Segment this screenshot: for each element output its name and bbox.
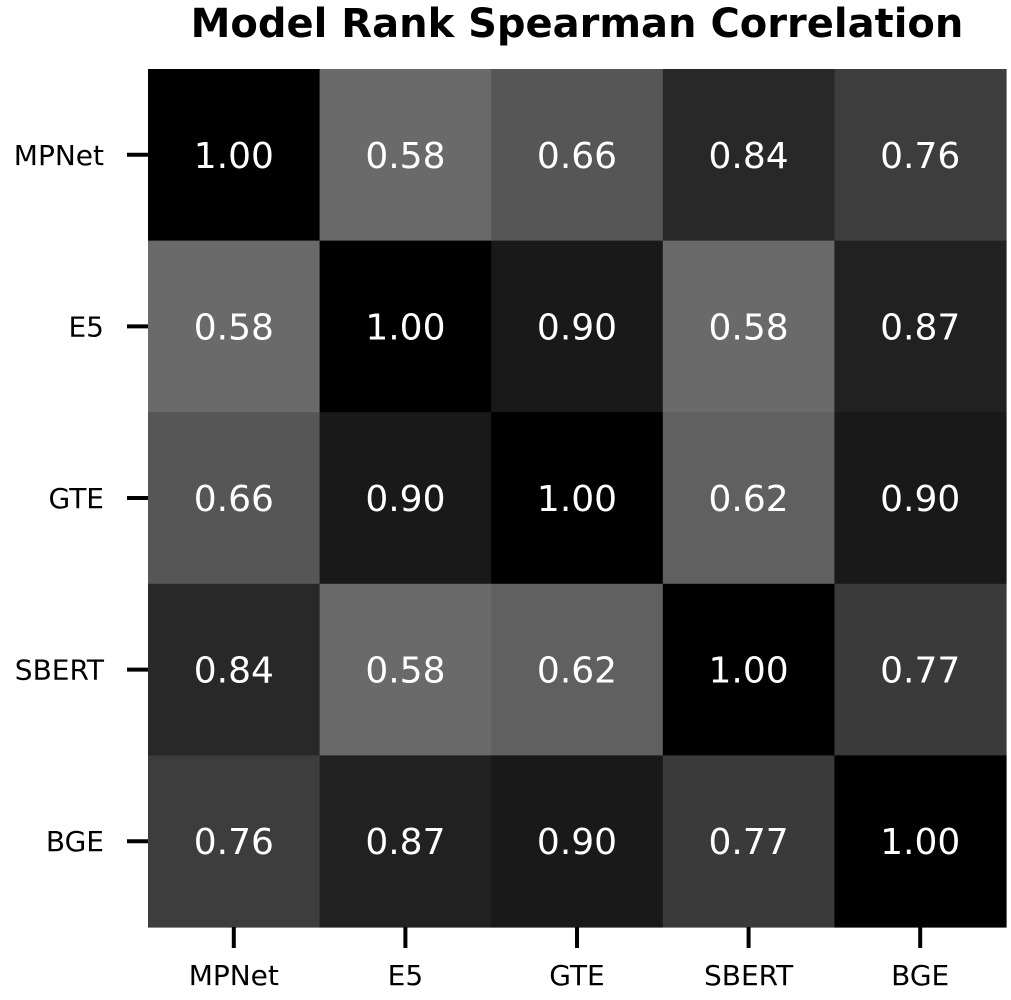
- heatmap-cell-sbert-sbert: [662, 583, 835, 756]
- x-axis: MPNet E5 GTE SBERT BGE: [189, 927, 949, 992]
- heatmap-cell-bge-mpnet: [148, 755, 321, 928]
- x-tick-label: E5: [388, 959, 424, 992]
- cell-value-label: 0.58: [709, 307, 789, 348]
- heatmap-cell-bge-gte: [491, 755, 664, 928]
- x-tick-label: MPNet: [189, 959, 279, 992]
- x-tick-label: BGE: [891, 959, 949, 992]
- x-tick-label: SBERT: [704, 959, 794, 992]
- cell-value-label: 0.90: [365, 479, 445, 520]
- heatmap-cell-sbert-mpnet: [148, 583, 321, 756]
- cell-value-label: 0.76: [194, 822, 274, 863]
- heatmap-cell-bge-bge: [834, 755, 1007, 928]
- cell-value-label: 0.90: [537, 307, 617, 348]
- heatmap-cell-gte-bge: [834, 412, 1007, 585]
- y-tick-label: E5: [68, 310, 104, 343]
- heatmap-cell-bge-e5: [319, 755, 492, 928]
- heatmap-cell-e5-gte: [491, 240, 664, 413]
- cell-value-label: 0.76: [880, 136, 960, 177]
- cell-value-label: 0.66: [194, 479, 274, 520]
- cell-value-label: 1.00: [365, 307, 445, 348]
- heatmap-cell-e5-sbert: [662, 240, 835, 413]
- heatmap-cell-sbert-gte: [491, 583, 664, 756]
- cell-value-label: 1.00: [880, 822, 960, 863]
- heatmap-cell-e5-bge: [834, 240, 1007, 413]
- heatmap-cell-mpnet-mpnet: [148, 69, 321, 242]
- cell-value-label: 0.58: [365, 136, 445, 177]
- heatmap-cell-gte-e5: [319, 412, 492, 585]
- cell-value-label: 0.84: [709, 136, 789, 177]
- heatmap-cell-mpnet-sbert: [662, 69, 835, 242]
- cell-value-label: 1.00: [194, 136, 274, 177]
- heatmap-cell-mpnet-gte: [491, 69, 664, 242]
- cell-value-label: 0.87: [880, 307, 960, 348]
- cell-value-label: 0.90: [880, 479, 960, 520]
- heatmap-cell-mpnet-bge: [834, 69, 1007, 242]
- cell-value-label: 0.62: [537, 651, 617, 692]
- heatmap-cell-gte-mpnet: [148, 412, 321, 585]
- y-tick-label: GTE: [49, 482, 105, 515]
- cell-value-label: 0.77: [880, 651, 960, 692]
- heatmap-cell-bge-sbert: [662, 755, 835, 928]
- cell-value-label: 0.62: [709, 479, 789, 520]
- y-tick-label: BGE: [46, 825, 104, 858]
- heatmap-cells: 1.00 0.58 0.66 0.84 0.76 0.58 1.00 0.90 0.58 0.87…: [148, 69, 1007, 928]
- y-tick-label: MPNet: [14, 139, 104, 172]
- cell-value-label: 1.00: [709, 651, 789, 692]
- x-tick-label: GTE: [549, 959, 605, 992]
- cell-value-label: 0.84: [194, 651, 274, 692]
- y-axis: MPNet E5 GTE SBERT BGE: [14, 139, 148, 858]
- heatmap-cell-mpnet-e5: [319, 69, 492, 242]
- cell-value-label: 0.77: [709, 822, 789, 863]
- heatmap-cell-sbert-bge: [834, 583, 1007, 756]
- chart-title: Model Rank Spearman Correlation: [191, 1, 964, 47]
- heatmap-cell-e5-mpnet: [148, 240, 321, 413]
- y-tick-label: SBERT: [15, 654, 105, 687]
- heatmap-cell-gte-gte: [491, 412, 664, 585]
- cell-value-label: 0.58: [365, 651, 445, 692]
- cell-value-label: 0.66: [537, 136, 617, 177]
- cell-value-label: 1.00: [537, 479, 617, 520]
- cell-value-label: 0.87: [365, 822, 445, 863]
- cell-value-label: 0.90: [537, 822, 617, 863]
- cell-value-label: 0.58: [194, 307, 274, 348]
- heatmap-cell-e5-e5: [319, 240, 492, 413]
- heatmap-cell-gte-sbert: [662, 412, 835, 585]
- heatmap-cell-sbert-e5: [319, 583, 492, 756]
